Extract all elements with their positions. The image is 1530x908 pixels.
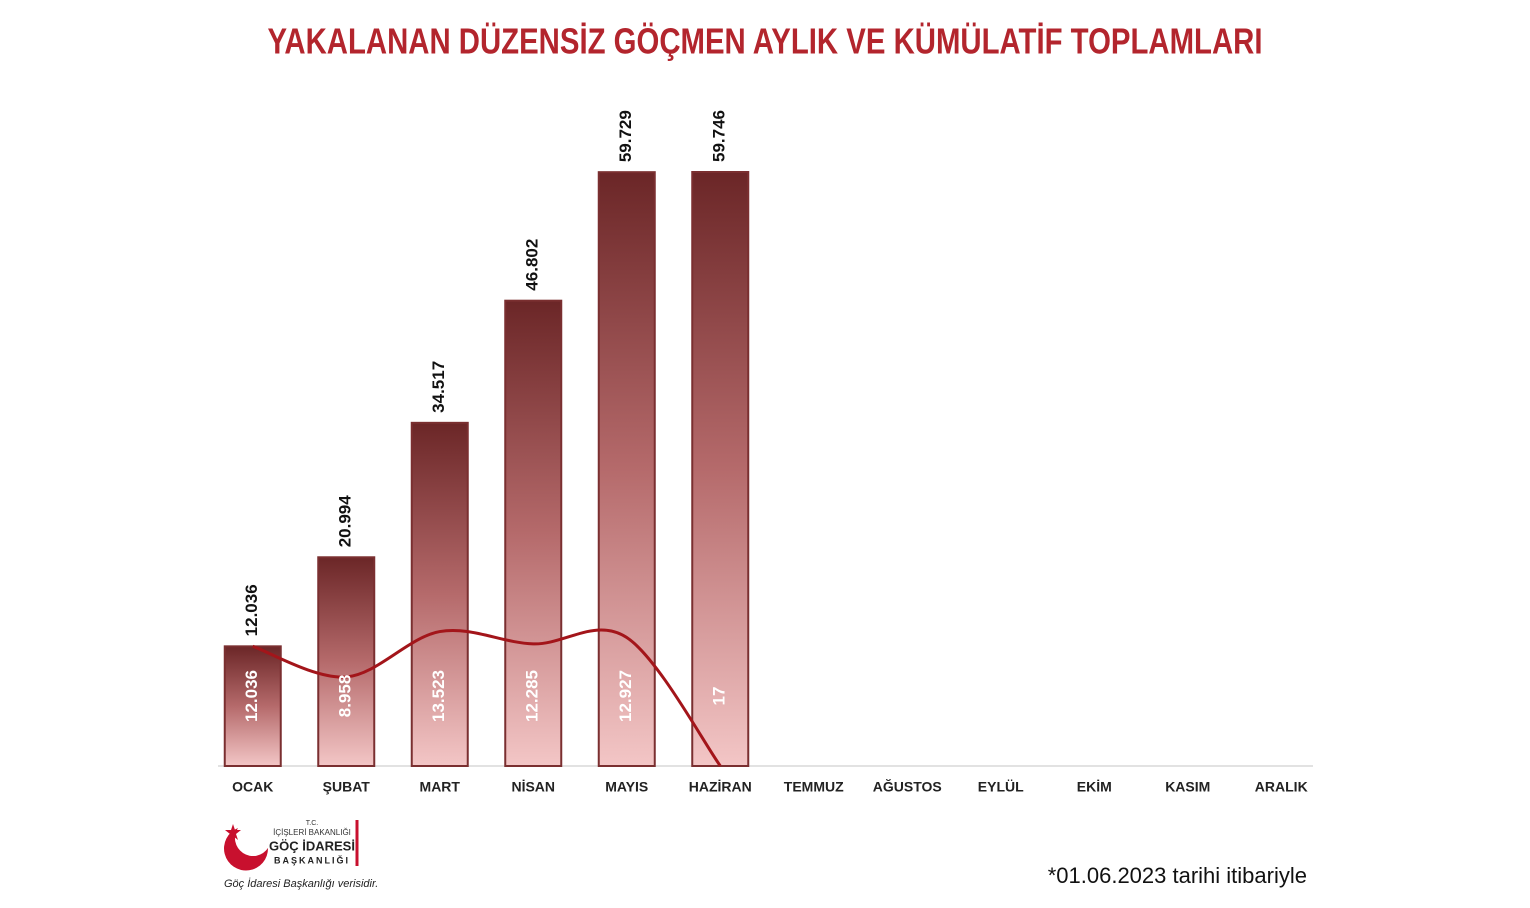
value-label: 12.036 — [242, 584, 261, 636]
x-tick-label: OCAK — [232, 779, 273, 795]
value-label: 8.958 — [336, 675, 355, 718]
x-tick-label: HAZİRAN — [689, 779, 752, 795]
logo-star — [225, 824, 241, 840]
value-label: 20.994 — [336, 495, 355, 548]
x-tick-label: MART — [420, 779, 461, 795]
x-tick-label: EKİM — [1077, 779, 1112, 795]
bar — [410, 421, 469, 767]
bar — [317, 556, 376, 768]
logo-text: GÖÇ İDARESİ — [269, 838, 355, 853]
bar — [691, 171, 750, 767]
x-tick-label: AĞUSTOS — [873, 778, 942, 795]
value-label: 17 — [710, 687, 729, 706]
chart-title: YAKALANAN DÜZENSİZ GÖÇMEN AYLIK VE KÜMÜL… — [268, 21, 1263, 62]
value-label: 12.036 — [242, 670, 261, 722]
bar — [504, 299, 563, 767]
value-label: 12.927 — [616, 670, 635, 722]
x-tick-label: EYLÜL — [978, 779, 1024, 795]
logo: T.C. İÇİŞLERİ BAKANLIĞI GÖÇ İDARESİ BAŞK… — [224, 820, 378, 890]
logo-crescent — [224, 828, 269, 871]
x-tick-label: KASIM — [1165, 779, 1210, 795]
bar — [223, 645, 282, 768]
bar — [597, 171, 656, 768]
value-label: 12.285 — [523, 670, 542, 722]
x-tick-label: MAYIS — [605, 779, 648, 795]
footnote: *01.06.2023 tarihi itibariyle — [1048, 863, 1307, 888]
source-note: Göç İdaresi Başkanlığı verisidir. — [224, 878, 378, 890]
value-label: 46.802 — [523, 239, 542, 291]
value-label: 59.746 — [710, 110, 729, 162]
x-tick-label: NİSAN — [511, 779, 555, 795]
logo-text: T.C. — [306, 820, 319, 827]
x-tick-label: TEMMUZ — [784, 779, 844, 795]
line — [252, 628, 722, 767]
x-tick-label: ARALIK — [1255, 779, 1308, 795]
x-tick-label: ŞUBAT — [323, 779, 371, 795]
value-label: 34.517 — [429, 361, 448, 413]
logo-text: BAŞKANLIĞI — [274, 854, 350, 865]
value-label: 59.729 — [616, 110, 635, 162]
value-label: 13.523 — [429, 670, 448, 722]
logo-text: İÇİŞLERİ BAKANLIĞI — [273, 828, 351, 837]
